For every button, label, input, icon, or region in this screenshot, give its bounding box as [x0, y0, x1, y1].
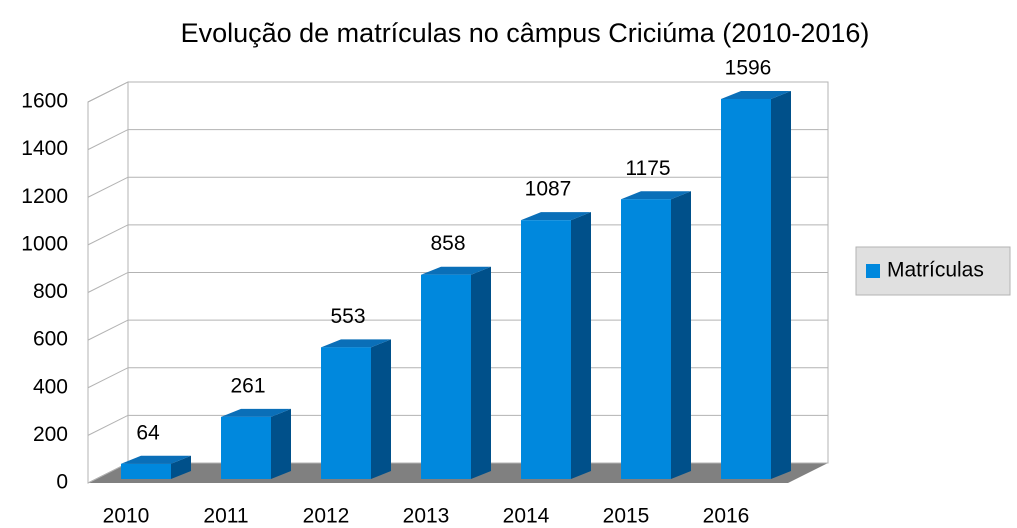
legend-label: Matrículas [887, 259, 984, 282]
y-tick-label: 600 [33, 328, 68, 351]
x-tick-label: 2015 [603, 505, 650, 528]
bar-front [421, 274, 471, 479]
value-label: 553 [330, 305, 365, 328]
grid-line [87, 272, 828, 293]
y-tick-label: 1400 [21, 137, 68, 160]
x-tick-label: 2016 [703, 505, 750, 528]
chart-title: Evolução de matrículas no câmpus Criciúm… [181, 18, 870, 48]
grid-line [87, 319, 828, 341]
bar-top [121, 455, 191, 464]
bar-top [321, 339, 391, 348]
y-tick-label: 800 [33, 280, 68, 303]
legend-box [855, 246, 1011, 296]
grid-line [87, 81, 828, 103]
bar [121, 455, 191, 479]
value-label: 1175 [625, 157, 670, 180]
y-tick-label: 400 [33, 375, 68, 398]
x-tick-label: 2011 [203, 505, 248, 528]
x-tick-label: 2012 [303, 505, 350, 528]
x-tick-label: 2013 [403, 505, 450, 528]
y-tick-label: 200 [33, 423, 68, 446]
grid-line [87, 224, 828, 246]
bar [221, 408, 291, 479]
bar-side [271, 408, 291, 479]
bar [421, 266, 491, 479]
x-tick-label: 2014 [503, 505, 550, 528]
value-label: 64 [136, 421, 160, 444]
value-label: 1087 [525, 178, 572, 201]
bar-front [221, 416, 271, 479]
bar [521, 212, 591, 479]
y-tick-label: 0 [56, 471, 68, 494]
bar-top [221, 408, 291, 417]
value-label: 858 [430, 232, 465, 255]
bar-side [671, 191, 691, 479]
bar-top [721, 90, 791, 99]
bar-side [371, 339, 391, 479]
bar [721, 90, 791, 479]
value-label: 1596 [725, 56, 772, 79]
y-tick-label: 1000 [21, 232, 68, 255]
bar-front [521, 220, 571, 479]
x-tick-label: 2010 [103, 505, 150, 528]
y-tick-label: 1200 [21, 185, 68, 208]
grid-line [87, 129, 828, 151]
bar [321, 339, 391, 479]
bar-side [171, 455, 191, 479]
y-tick-label: 1600 [21, 90, 68, 113]
grid-line [87, 414, 828, 436]
bar [621, 191, 691, 479]
bar-top [421, 266, 491, 275]
bar-top [521, 212, 591, 221]
legend-swatch [866, 264, 880, 278]
bar-front [621, 199, 671, 479]
bar-side [471, 266, 491, 479]
bar-side [571, 212, 591, 479]
grid-line [87, 367, 828, 389]
bar-front [121, 463, 171, 479]
value-label: 261 [230, 374, 265, 397]
bar-top [621, 191, 691, 200]
grid-line [87, 176, 828, 198]
bar-side [771, 90, 791, 479]
bar-front [321, 347, 371, 479]
bar-front [721, 98, 771, 479]
